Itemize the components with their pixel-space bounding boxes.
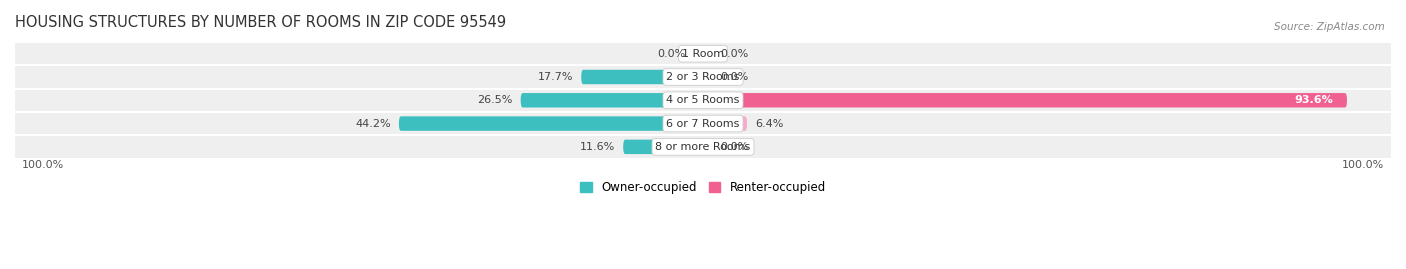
Text: Source: ZipAtlas.com: Source: ZipAtlas.com xyxy=(1274,22,1385,31)
Text: 6.4%: 6.4% xyxy=(755,119,783,129)
Bar xyxy=(15,113,1391,134)
Text: 0.0%: 0.0% xyxy=(720,72,748,82)
FancyBboxPatch shape xyxy=(520,93,703,108)
Text: 1 Room: 1 Room xyxy=(682,49,724,59)
Text: 100.0%: 100.0% xyxy=(1341,160,1384,170)
Text: HOUSING STRUCTURES BY NUMBER OF ROOMS IN ZIP CODE 95549: HOUSING STRUCTURES BY NUMBER OF ROOMS IN… xyxy=(15,15,506,30)
Text: 0.0%: 0.0% xyxy=(720,142,748,152)
FancyBboxPatch shape xyxy=(581,70,703,84)
Bar xyxy=(15,43,1391,64)
Bar xyxy=(15,90,1391,111)
Bar xyxy=(15,136,1391,158)
Text: 11.6%: 11.6% xyxy=(579,142,614,152)
Text: 2 or 3 Rooms: 2 or 3 Rooms xyxy=(666,72,740,82)
Text: 6 or 7 Rooms: 6 or 7 Rooms xyxy=(666,119,740,129)
Text: 26.5%: 26.5% xyxy=(477,95,512,105)
Text: 44.2%: 44.2% xyxy=(356,119,391,129)
FancyBboxPatch shape xyxy=(623,140,703,154)
Text: 100.0%: 100.0% xyxy=(22,160,65,170)
Text: 0.0%: 0.0% xyxy=(658,49,686,59)
Bar xyxy=(15,66,1391,88)
Legend: Owner-occupied, Renter-occupied: Owner-occupied, Renter-occupied xyxy=(575,176,831,199)
Text: 4 or 5 Rooms: 4 or 5 Rooms xyxy=(666,95,740,105)
Text: 0.0%: 0.0% xyxy=(720,49,748,59)
Text: 93.6%: 93.6% xyxy=(1295,95,1333,105)
Text: 17.7%: 17.7% xyxy=(537,72,574,82)
FancyBboxPatch shape xyxy=(703,116,747,131)
FancyBboxPatch shape xyxy=(399,116,703,131)
Text: 8 or more Rooms: 8 or more Rooms xyxy=(655,142,751,152)
FancyBboxPatch shape xyxy=(703,93,1347,108)
